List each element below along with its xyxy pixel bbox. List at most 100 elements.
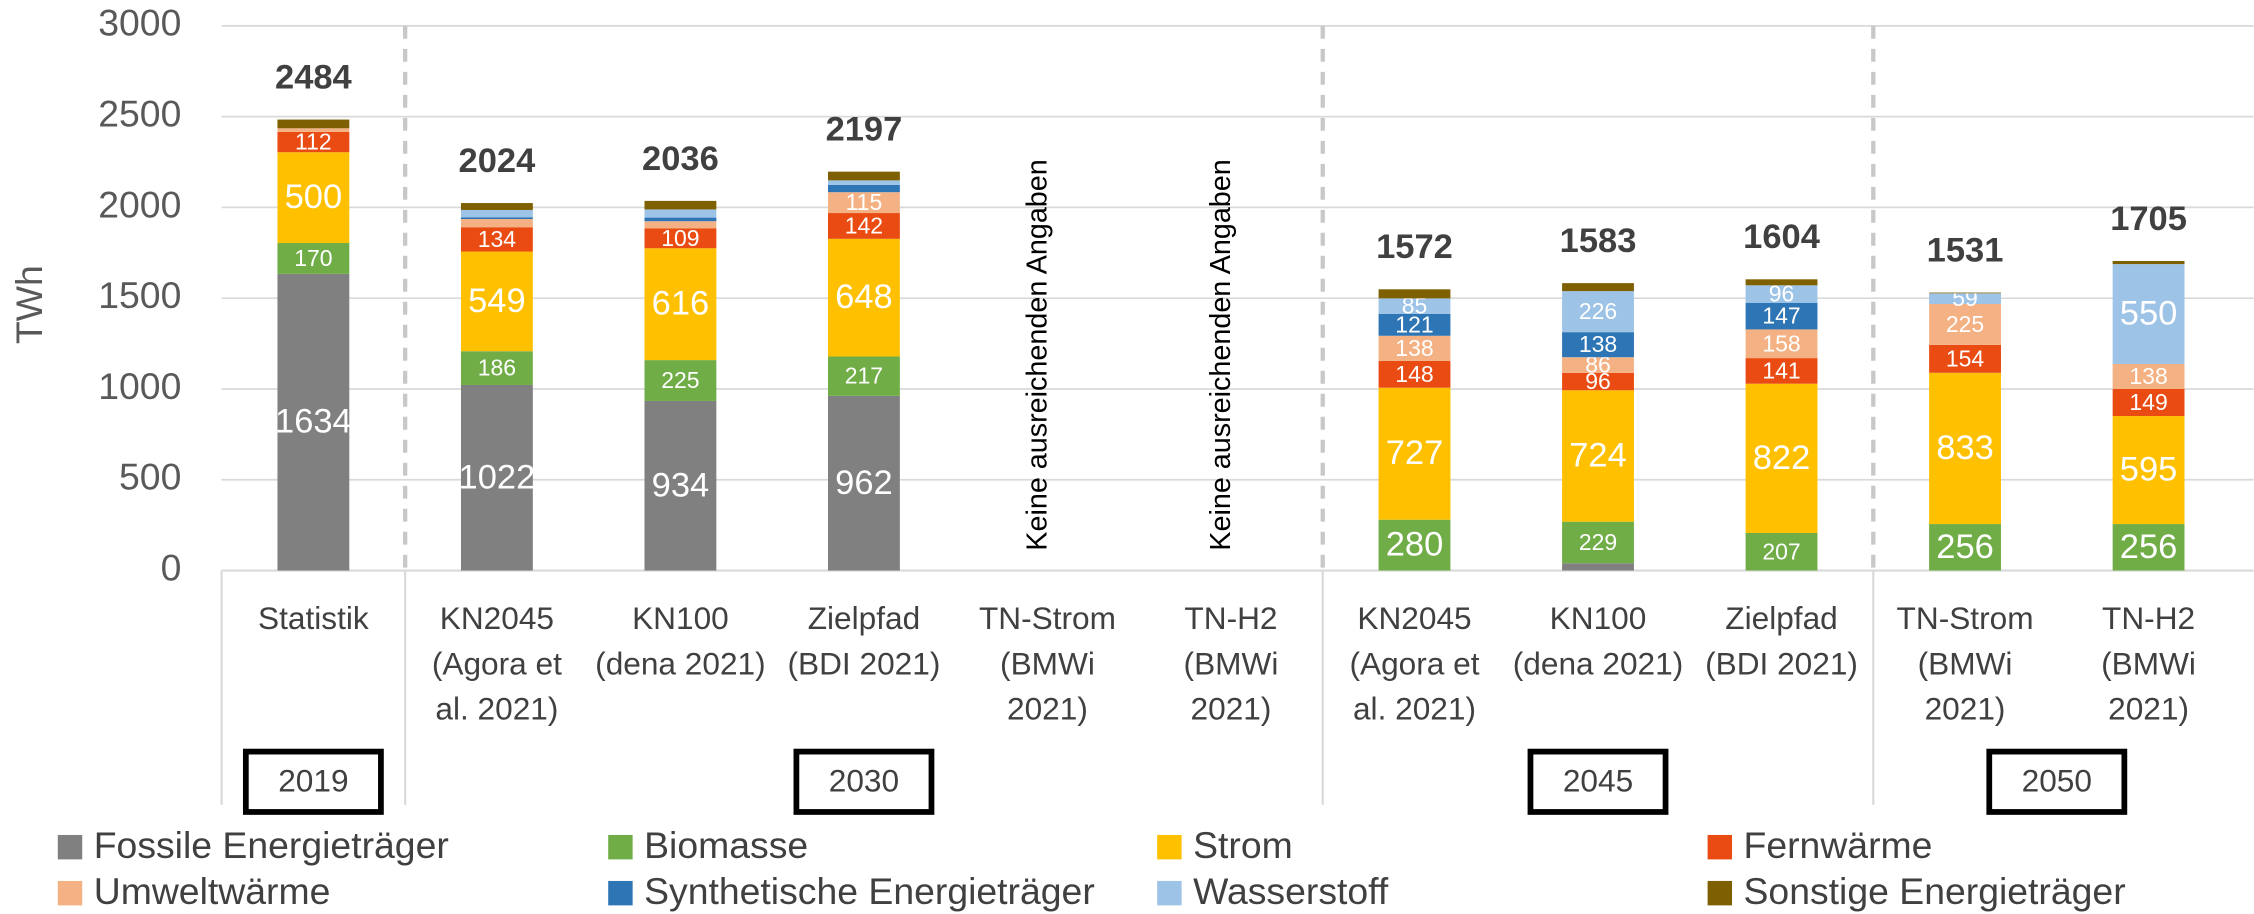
data-label: 170 [294,245,332,271]
data-label: 225 [661,367,699,393]
bar-segment [277,131,350,153]
x-tick-label: (dena 2021) [1513,645,1683,681]
legend-label: Sonstige Energieträger [1744,870,2126,912]
x-tick-label: (BDI 2021) [788,645,941,681]
legend-label: Umweltwärme [94,870,331,912]
bar-segment [2112,388,2185,417]
x-tick-label: 2021) [1191,691,1272,727]
bar-segment [2112,264,2185,364]
legend-swatch [608,880,633,906]
bar-segment [277,273,350,571]
bar-segment [277,128,350,132]
data-label: 138 [1395,335,1433,361]
bar-segment [1745,279,1818,286]
bar-segment [1378,519,1451,571]
total-label: 1531 [1927,231,2004,269]
bar-segment [1378,298,1451,314]
data-label: 549 [468,282,526,320]
x-tick-label: al. 2021) [435,691,558,727]
data-label: 141 [1762,357,1800,383]
bar-segment [460,203,533,210]
data-label: 934 [652,466,710,504]
data-label: 648 [835,278,893,316]
total-label: 2024 [459,142,536,180]
y-tick-label: 1000 [98,365,181,407]
x-tick-label: Zielpfad [1725,600,1837,636]
bar-segment [1929,372,2001,525]
data-label: 207 [1762,538,1800,564]
data-label: 1022 [459,458,536,496]
year-label: 2030 [829,763,899,799]
data-label: 134 [478,226,517,252]
total-label: 2197 [826,111,903,149]
bar-segment [1929,293,2001,305]
data-label: 109 [661,225,699,251]
legend-label: Biomasse [644,824,808,866]
legend-swatch [57,880,83,906]
bar-segment [1745,358,1818,384]
bar-segment [1562,372,1634,391]
legend-swatch [57,834,83,860]
bar-segment [1745,383,1818,533]
bar-segment [277,152,350,244]
year-label: 2019 [278,763,348,799]
bar-segment [644,228,717,249]
bar-segment [2112,524,2185,571]
bar-segment [1562,332,1634,358]
bar-segment [828,180,900,185]
legend-swatch [1707,880,1733,906]
bar-segment [828,171,900,181]
bar-segment [1378,313,1451,336]
year-label: 2045 [1563,763,1633,799]
y-tick-label: 2500 [98,93,181,135]
data-label: 147 [1762,303,1800,329]
total-label: 1705 [2110,200,2187,238]
legend-swatch [608,834,633,860]
data-label: 142 [845,212,883,238]
data-label: 833 [1936,429,1994,467]
bar-segment [460,209,533,218]
bar-segment [644,221,717,229]
x-tick-label: Zielpfad [808,600,920,636]
x-tick-label: (BMWi [1184,645,1279,681]
data-label: 256 [2120,528,2178,566]
bar-segment [1929,304,2001,345]
bar-segment [460,217,533,220]
bar-segment [1562,357,1634,373]
bar-segment [277,119,350,129]
bar-segment [460,351,533,385]
x-tick-label: 2021) [1007,691,1088,727]
x-tick-label: KN2045 [440,600,554,636]
x-tick-label: Statistik [258,600,369,636]
y-tick-label: 1500 [98,274,181,316]
x-tick-label: (BMWi [2101,645,2196,681]
data-label: 280 [1386,526,1444,564]
data-label: 112 [295,129,332,155]
data-label: 727 [1386,434,1444,472]
data-label: 138 [2129,363,2167,389]
x-tick-label: TN-H2 [2102,600,2195,636]
legend-swatch [1707,834,1733,860]
bar-segment [828,184,900,193]
x-tick-label: TN-Strom [979,600,1116,636]
bar-segment [1929,292,2001,294]
y-tick-label: 2000 [98,183,181,225]
data-label: 595 [2120,451,2178,489]
data-label: 229 [1579,529,1617,555]
data-label: 500 [285,178,343,216]
year-box [1986,748,2128,815]
legend-label: Strom [1193,824,1293,866]
total-label: 2484 [275,58,352,96]
total-label: 1572 [1376,228,1453,266]
x-tick-label: TN-H2 [1184,600,1277,636]
bar-segment [1562,521,1634,564]
data-label: 115 [846,189,883,215]
data-label: 1634 [275,403,352,441]
bar-segment [460,227,533,252]
y-axis-label: TWh [8,265,50,344]
legend-label: Fernwärme [1744,824,1933,866]
x-tick-label: TN-Strom [1897,600,2034,636]
bar-segment [460,384,533,571]
data-label: 724 [1569,437,1627,475]
x-tick-label: (Agora et [432,645,562,681]
